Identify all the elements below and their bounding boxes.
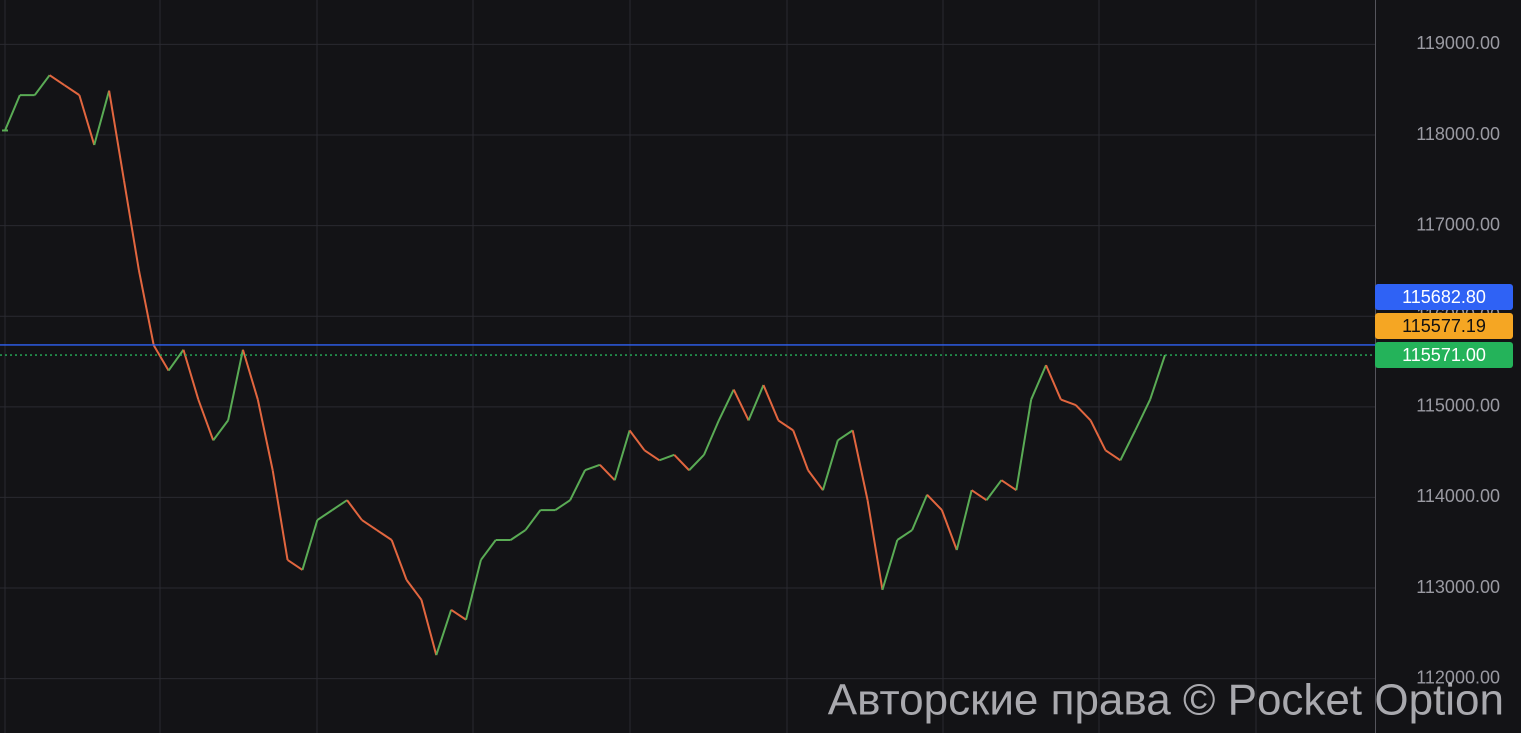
y-tick-label: 118000.00 <box>1416 124 1500 144</box>
line-segment <box>1045 364 1062 400</box>
line-segment <box>732 389 750 421</box>
line-segment <box>182 349 200 400</box>
line-segment <box>420 599 438 656</box>
line-segment <box>807 469 824 491</box>
y-tick-label: 113000.00 <box>1416 577 1500 597</box>
y-tick-label: 117000.00 <box>1416 214 1500 234</box>
y-tick-label: 119000.00 <box>1416 33 1500 53</box>
line-segment <box>63 84 80 96</box>
line-segment <box>450 608 467 621</box>
line-segment <box>762 384 780 421</box>
line-segment <box>717 389 735 421</box>
line-segment <box>316 509 333 521</box>
line-segment <box>480 539 497 561</box>
line-segment <box>1149 354 1166 400</box>
line-segment <box>881 539 899 591</box>
line-segment <box>390 539 408 581</box>
line-segment <box>405 579 423 601</box>
line-segment <box>137 269 155 346</box>
line-segment <box>331 499 348 511</box>
line-segment <box>78 94 96 146</box>
line-segment <box>256 399 274 471</box>
line-segment <box>435 609 453 656</box>
line-segment <box>271 470 289 561</box>
line-segment <box>851 430 869 501</box>
line-segment <box>628 429 646 451</box>
line-segment <box>346 499 363 521</box>
line-segment <box>911 494 928 531</box>
line-segment <box>569 469 586 501</box>
line-segment <box>1030 364 1047 400</box>
line-segment <box>1000 479 1017 492</box>
line-segment <box>1060 398 1077 406</box>
line-segment <box>673 454 690 471</box>
line-segment <box>896 529 913 541</box>
line-segment <box>599 464 616 481</box>
price-tag <box>1375 284 1513 310</box>
line-segment <box>584 463 601 472</box>
line-segment <box>688 454 705 471</box>
line-segment <box>241 349 259 400</box>
line-segment <box>152 344 170 372</box>
line-segment <box>1134 399 1152 431</box>
line-segment <box>1119 429 1137 461</box>
vertical-grid <box>4 0 1257 733</box>
line-segment <box>955 489 973 551</box>
line-segment <box>703 420 720 456</box>
line-segment <box>524 509 542 531</box>
line-segment <box>1104 449 1121 462</box>
line-segment <box>747 384 765 421</box>
line-segment <box>197 399 215 441</box>
price-tag-label: 115571.00 <box>1402 345 1486 365</box>
line-segment <box>49 74 66 87</box>
line-segment <box>1089 419 1107 451</box>
y-tick-label: 115000.00 <box>1416 396 1500 416</box>
y-tick-label: 112000.00 <box>1416 667 1500 687</box>
line-segment <box>643 449 660 462</box>
line-segment <box>122 180 140 271</box>
line-segment <box>212 419 229 441</box>
line-segment <box>866 499 884 591</box>
y-tick-label: 114000.00 <box>1416 486 1500 506</box>
line-segment <box>926 494 943 511</box>
line-segment <box>777 419 794 432</box>
line-segment <box>971 489 988 501</box>
price-tag-label: 115682.80 <box>1402 287 1486 307</box>
line-segment <box>33 74 51 96</box>
line-segment <box>510 529 527 541</box>
line-segment <box>4 94 21 131</box>
line-segment <box>837 429 854 442</box>
line-segment <box>659 453 675 462</box>
price-tag <box>1375 342 1513 368</box>
line-segment <box>93 90 111 146</box>
line-segment <box>1075 404 1092 422</box>
line-segment <box>1015 399 1033 491</box>
line-segment <box>167 349 185 372</box>
line-segment <box>376 529 393 541</box>
line-segment <box>108 90 125 181</box>
price-tag <box>1375 313 1513 339</box>
line-segment <box>792 430 810 471</box>
line-segment <box>465 559 482 620</box>
watermark: Авторские права © Pocket Option <box>828 676 1504 725</box>
line-segment <box>554 499 571 511</box>
price-tag-label: 115577.19 <box>1402 316 1486 336</box>
line-segment <box>361 519 378 531</box>
line-segment <box>287 559 303 571</box>
line-segment <box>985 479 1003 501</box>
line-segment <box>613 430 631 481</box>
line-segment <box>821 440 839 491</box>
line-segment <box>301 519 319 571</box>
line-segment <box>940 509 958 551</box>
line-segment <box>227 349 244 421</box>
